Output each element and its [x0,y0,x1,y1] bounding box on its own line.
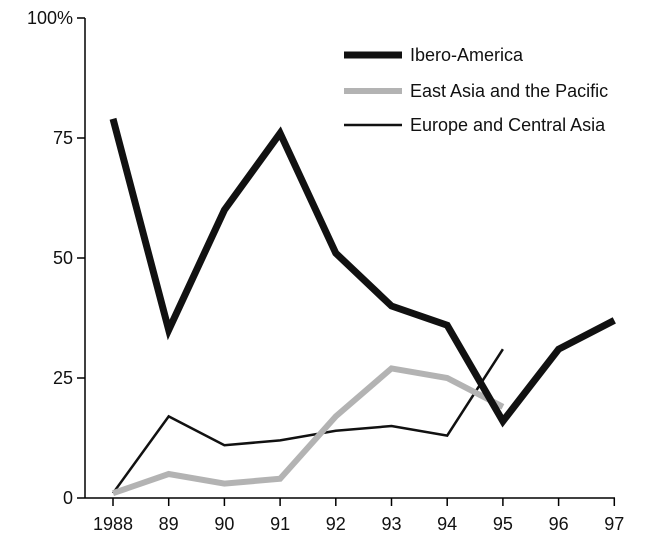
y-ticks: 0 25 50 75 100% [27,8,85,508]
legend-label: East Asia and the Pacific [410,81,608,101]
x-tick-label: 95 [493,514,513,534]
y-tick-label: 50 [53,248,73,268]
y-tick-label: 25 [53,368,73,388]
series-line-europe-and-central-asia [111,348,504,494]
x-tick-label: 94 [437,514,457,534]
legend-label: Europe and Central Asia [410,115,606,135]
x-tick-label: 97 [604,514,624,534]
x-tick-label: 92 [326,514,346,534]
x-tick-label: 93 [381,514,401,534]
y-tick-label: 75 [53,128,73,148]
series-line-ibero-america [109,117,616,428]
x-tick-label: 1988 [93,514,133,534]
x-ticks: 1988 89 90 91 92 93 94 95 96 97 [93,498,624,534]
x-tick-label: 89 [159,514,179,534]
y-tick-label: 0 [63,488,73,508]
x-tick-label: 90 [214,514,234,534]
legend: Ibero-America East Asia and the Pacific Eu… [344,45,608,135]
x-tick-label: 96 [549,514,569,534]
series-lines [109,117,616,497]
series-line-east-asia-and-the-pacific [112,365,505,497]
y-tick-label: 100% [27,8,73,28]
x-tick-label: 91 [270,514,290,534]
legend-label: Ibero-America [410,45,524,65]
